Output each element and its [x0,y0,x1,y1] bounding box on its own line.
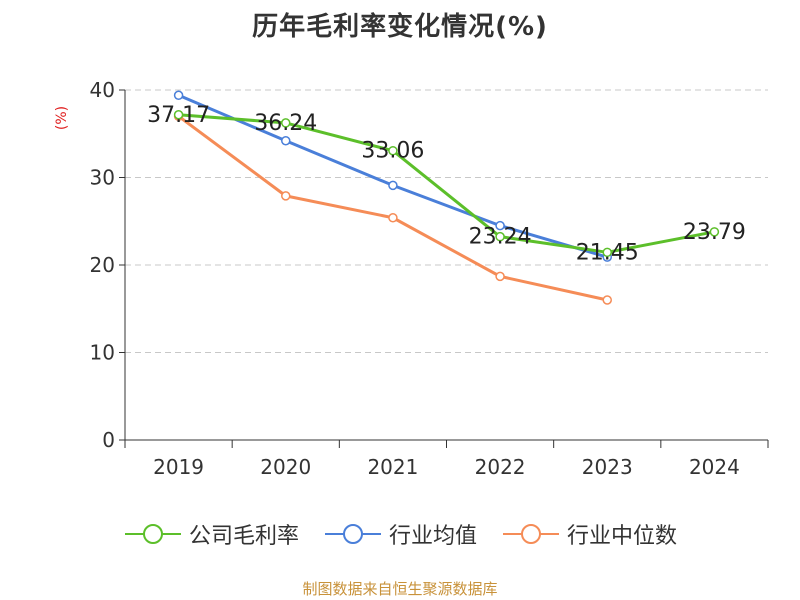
y-tick-label: 30 [90,166,115,190]
legend-swatch-industry-mean [324,524,381,544]
x-tick-label: 2023 [582,455,633,479]
y-tick-label: 20 [90,253,115,277]
legend-label-industry-median: 行业中位数 [567,524,678,549]
data-point [173,110,184,120]
chart-title: 历年毛利率变化情况(%) [252,12,548,42]
legend-label-company: 公司毛利率 [188,524,299,549]
data-point [709,227,720,237]
y-tick-label: 10 [90,341,115,365]
data-point [281,191,291,201]
legend: 公司毛利率 行业均值 行业中位数 [0,518,800,550]
x-tick-label: 2021 [367,455,418,479]
data-point [495,231,505,242]
x-tick-label: 2024 [689,455,740,479]
data-point [495,220,505,231]
x-tick-label: 2020 [260,455,311,479]
data-label: 21.45 [576,240,639,265]
y-tick-label: 0 [102,428,115,452]
legend-item-industry-median[interactable]: 行业中位数 [501,518,677,550]
y-tick-label: 40 [90,78,115,102]
x-tick-label: 2022 [475,455,526,479]
data-label: 23.24 [469,225,532,250]
x-tick-label: 2019 [153,455,204,479]
data-point [281,136,291,146]
data-label: 23.79 [683,220,746,245]
legend-item-company[interactable]: 公司毛利率 [123,518,299,550]
data-point [495,271,505,282]
series-line-0 [178,113,715,254]
data-label: 37.17 [147,103,210,128]
data-point [281,118,291,128]
data-label: 33.06 [361,139,424,164]
data-point [388,180,398,191]
data-point [602,295,612,305]
data-point [602,247,612,258]
data-label: 36.24 [254,111,317,136]
legend-item-industry-mean[interactable]: 行业均值 [323,518,477,550]
data-point [388,213,398,223]
data-point [173,90,184,100]
data-point [388,145,398,156]
data-source-note: 制图数据来自恒生聚源数据库 [302,580,498,598]
legend-swatch-industry-median [503,524,559,544]
legend-swatch-company [124,524,181,544]
legend-label-industry-mean: 行业均值 [388,524,477,549]
